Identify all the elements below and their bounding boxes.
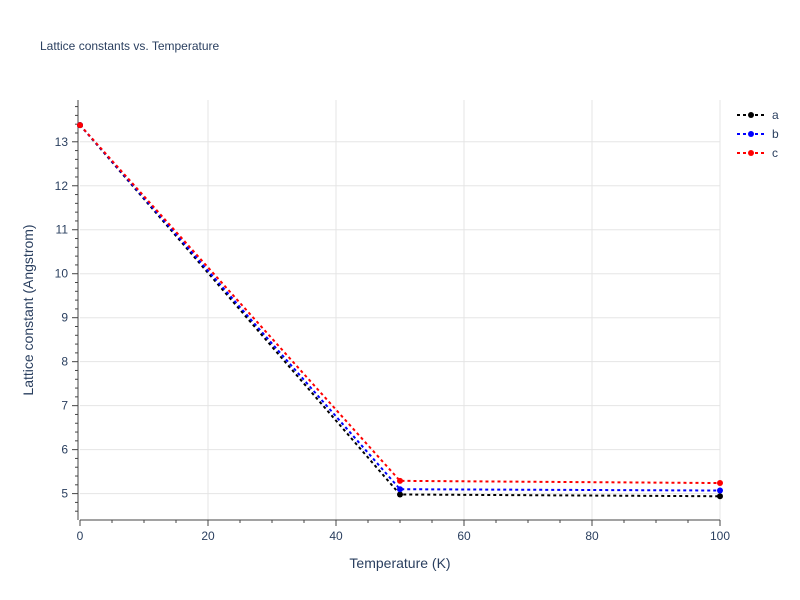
x-tick-label: 0 bbox=[77, 529, 84, 543]
y-tick-label: 6 bbox=[61, 443, 68, 457]
series-line-a bbox=[79, 124, 721, 498]
y-tick-label: 10 bbox=[55, 267, 69, 281]
data-point-c bbox=[717, 480, 723, 487]
series-layer bbox=[77, 122, 723, 500]
data-point-a bbox=[397, 491, 403, 498]
legend-marker-a bbox=[748, 112, 754, 118]
series-line-b bbox=[79, 124, 721, 492]
x-axis-title: Temperature (K) bbox=[349, 555, 450, 571]
data-point-a bbox=[717, 493, 723, 500]
grid bbox=[80, 100, 721, 520]
data-point-b bbox=[717, 487, 723, 494]
y-tick-label: 13 bbox=[55, 135, 69, 149]
legend-label-c: c bbox=[772, 146, 778, 160]
x-tick-label: 60 bbox=[457, 529, 471, 543]
legend-label-b: b bbox=[772, 127, 779, 141]
y-tick-label: 9 bbox=[61, 311, 68, 325]
axes: 0 20 40 60 80 100 5 6 7 8 9 10 11 12 13 bbox=[55, 100, 730, 543]
y-tick-label: 5 bbox=[61, 487, 68, 501]
legend-marker-c bbox=[748, 150, 754, 156]
y-tick-label: 12 bbox=[55, 179, 69, 193]
data-point-b bbox=[397, 486, 403, 493]
x-tick-label: 100 bbox=[710, 529, 730, 543]
y-tick-label: 11 bbox=[56, 223, 69, 237]
y-tick-label: 7 bbox=[61, 399, 68, 413]
data-point-c bbox=[77, 122, 83, 129]
x-tick-label: 80 bbox=[585, 529, 599, 543]
legend-label-a: a bbox=[772, 108, 779, 122]
data-point-c bbox=[397, 477, 403, 484]
legend-item-c[interactable]: c bbox=[737, 146, 778, 160]
x-tick-label: 40 bbox=[329, 529, 343, 543]
y-tick-label: 8 bbox=[61, 355, 68, 369]
x-tick-label: 20 bbox=[201, 529, 215, 543]
series-line-c bbox=[79, 124, 721, 485]
y-axis-title: Lattice constant (Angstrom) bbox=[20, 224, 36, 395]
chart-title: Lattice constants vs. Temperature bbox=[40, 39, 220, 53]
legend[interactable]: abc bbox=[737, 108, 779, 160]
legend-marker-b bbox=[748, 131, 754, 137]
legend-item-b[interactable]: b bbox=[737, 127, 779, 141]
legend-item-a[interactable]: a bbox=[737, 108, 779, 122]
